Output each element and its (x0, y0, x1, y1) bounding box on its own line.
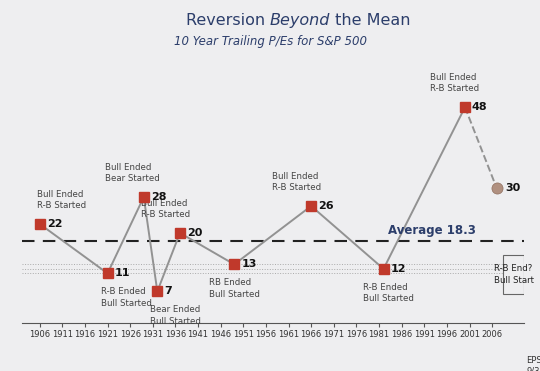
Text: 22: 22 (46, 219, 62, 229)
Text: 26: 26 (318, 201, 334, 211)
Text: 30: 30 (505, 183, 520, 193)
Text: 7: 7 (164, 286, 172, 296)
Text: 20: 20 (187, 228, 202, 238)
Text: Bear Ended
Bull Started: Bear Ended Bull Started (150, 305, 201, 326)
Text: RB Ended
Bull Started: RB Ended Bull Started (209, 278, 260, 299)
Text: 10 Year Trailing P/Es for S&P 500: 10 Year Trailing P/Es for S&P 500 (173, 35, 367, 48)
Text: Reversion: Reversion (186, 13, 270, 28)
Text: Bull Ended
R-B Started: Bull Ended R-B Started (141, 198, 190, 219)
Text: 12: 12 (390, 264, 406, 274)
Text: 11: 11 (114, 268, 130, 278)
Text: 48: 48 (472, 102, 488, 112)
Text: Beyond: Beyond (270, 13, 330, 28)
FancyBboxPatch shape (503, 255, 524, 294)
Text: Bull Ended
R-B Started: Bull Ended R-B Started (430, 73, 480, 93)
Text: EPS
9/30/2007: EPS 9/30/2007 (526, 356, 540, 371)
Text: R-B End?
Bull Start: R-B End? Bull Start (494, 264, 534, 285)
Text: 13: 13 (241, 259, 256, 269)
Text: R-B Ended
Bull Started: R-B Ended Bull Started (100, 287, 152, 308)
Text: Bull Ended
R-B Started: Bull Ended R-B Started (37, 190, 86, 210)
Text: Average 18.3: Average 18.3 (388, 224, 476, 237)
Text: Bull Ended
R-B Started: Bull Ended R-B Started (272, 172, 321, 192)
Text: R-B Ended
Bull Started: R-B Ended Bull Started (363, 283, 414, 303)
Text: the Mean: the Mean (330, 13, 411, 28)
Text: Bull Ended
Bear Started: Bull Ended Bear Started (105, 162, 160, 183)
Text: 28: 28 (151, 192, 166, 202)
